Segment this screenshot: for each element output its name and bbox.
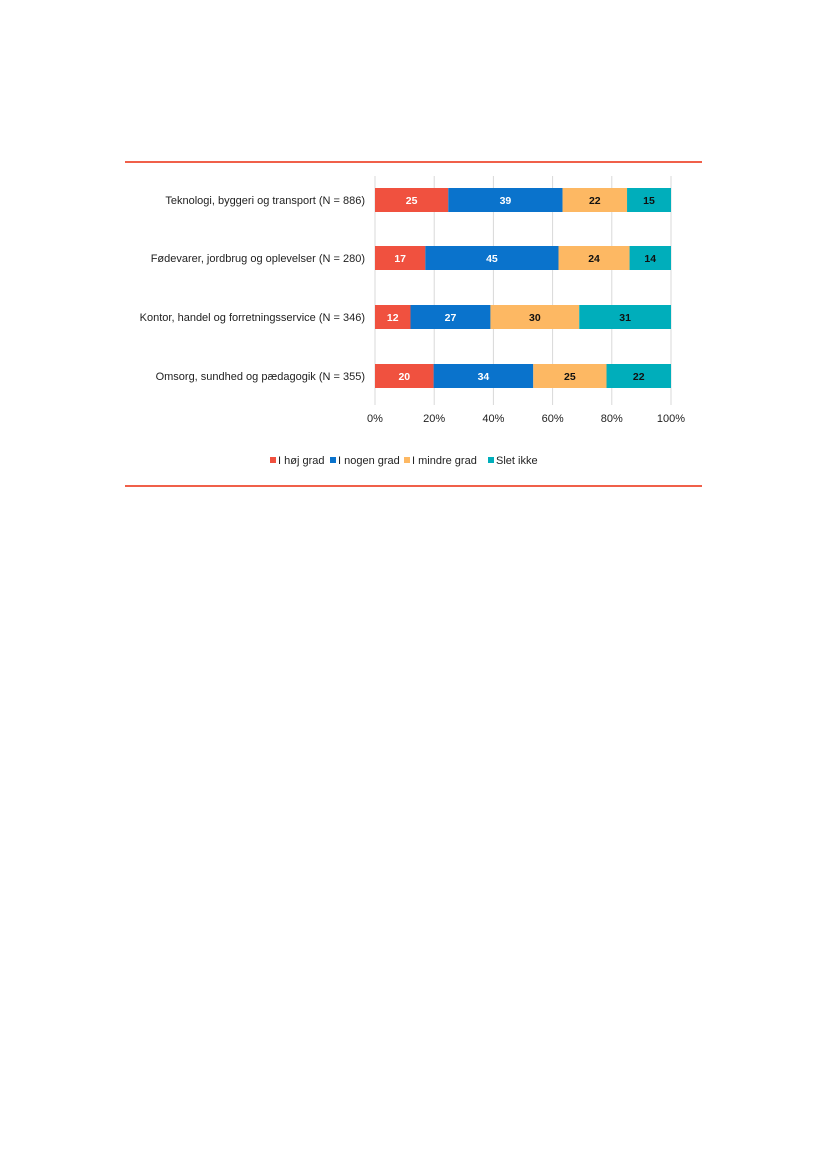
category-labels: Teknologi, byggeri og transport (N = 886… [140,195,365,383]
bar-segment [558,246,630,270]
legend-label: I nogen grad [338,455,400,467]
bar-segment [579,305,671,329]
legend-swatch [330,457,336,463]
bar-segment [606,364,671,388]
top-rule [125,161,702,163]
data-label: 34 [478,371,490,383]
bar-segment [375,246,426,270]
x-tick-label: 0% [367,413,383,425]
legend-swatch [270,457,276,463]
category-label: Kontor, handel og forretningsservice (N … [140,312,365,324]
legend-label: I høj grad [278,455,324,467]
x-axis-ticks: 0% 20% 40% 60% 80% 100% [367,413,685,425]
bar-segment [433,364,534,388]
data-label: 20 [398,371,410,383]
bar-segment [375,188,449,212]
data-label: 17 [394,253,406,265]
bars: 25 39 22 15 17 45 24 14 12 27 30 31 20 34 25 22 [375,188,671,388]
category-label: Omsorg, sundhed og pædagogik (N = 355) [156,371,365,383]
bar-segment [448,188,563,212]
x-tick-label: 60% [542,413,564,425]
bar-segment [629,246,671,270]
bottom-rule [125,485,702,487]
data-label: 14 [644,253,656,265]
data-label: 45 [486,253,498,265]
data-label: 25 [564,371,576,383]
legend-label: I mindre grad [412,455,477,467]
legend-swatch [488,457,494,463]
legend-label: Slet ikke [496,455,538,467]
bar-segment [562,188,628,212]
x-tick-label: 80% [601,413,623,425]
data-label: 15 [643,195,655,207]
legend: I høj grad I nogen grad I mindre grad Slet … [270,455,538,467]
x-tick-label: 40% [482,413,504,425]
data-label: 31 [619,312,631,324]
data-label: 30 [529,312,541,324]
bar-segment [410,305,491,329]
bar-segment [375,364,434,388]
legend-swatch [404,457,410,463]
category-label: Teknologi, byggeri og transport (N = 886… [165,195,365,207]
bar-segment [627,188,671,212]
x-tick-label: 20% [423,413,445,425]
bar-segment [490,305,580,329]
bar-segment [425,246,559,270]
category-label: Fødevarer, jordbrug og oplevelser (N = 2… [151,253,365,265]
data-label: 24 [588,253,600,265]
x-tick-label: 100% [657,413,685,425]
data-label: 22 [633,371,645,383]
data-label: 25 [406,195,418,207]
data-label: 12 [387,312,399,324]
data-label: 39 [500,195,512,207]
bar-segment [375,305,411,329]
bar-segment [533,364,607,388]
data-label: 27 [445,312,457,324]
data-label: 22 [589,195,601,207]
